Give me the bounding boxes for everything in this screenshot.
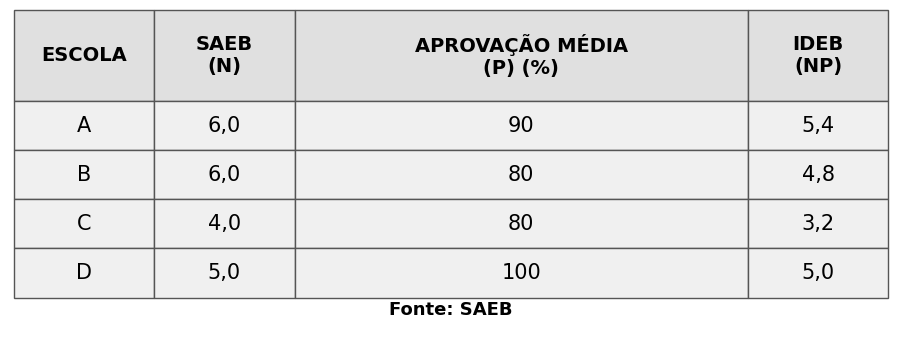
Text: 6,0: 6,0 xyxy=(207,116,241,136)
Text: B: B xyxy=(77,165,91,185)
Text: 5,0: 5,0 xyxy=(802,263,834,283)
Bar xyxy=(154,199,295,248)
Bar xyxy=(748,10,888,101)
Bar xyxy=(154,101,295,150)
Bar xyxy=(295,248,748,298)
Text: IDEB
(NP): IDEB (NP) xyxy=(793,35,844,76)
Text: SAEB
(N): SAEB (N) xyxy=(196,35,253,76)
Text: 80: 80 xyxy=(508,214,535,234)
Bar xyxy=(14,199,154,248)
Text: ESCOLA: ESCOLA xyxy=(41,46,126,65)
Bar xyxy=(14,10,154,101)
Bar xyxy=(14,150,154,199)
Bar xyxy=(14,101,154,150)
Text: 3,2: 3,2 xyxy=(802,214,834,234)
Bar xyxy=(295,150,748,199)
Text: D: D xyxy=(76,263,92,283)
Bar xyxy=(154,150,295,199)
Bar xyxy=(295,10,748,101)
Bar xyxy=(748,101,888,150)
Bar xyxy=(295,199,748,248)
Text: 4,0: 4,0 xyxy=(207,214,241,234)
Text: 90: 90 xyxy=(508,116,535,136)
Text: APROVAÇÃO MÉDIA
(P) (%): APROVAÇÃO MÉDIA (P) (%) xyxy=(415,34,628,78)
Bar xyxy=(748,150,888,199)
Bar xyxy=(154,248,295,298)
Text: Fonte: SAEB: Fonte: SAEB xyxy=(390,301,512,319)
Text: C: C xyxy=(77,214,91,234)
Text: 4,8: 4,8 xyxy=(802,165,834,185)
Text: 5,4: 5,4 xyxy=(802,116,834,136)
Text: 5,0: 5,0 xyxy=(207,263,241,283)
Bar xyxy=(14,248,154,298)
Text: 80: 80 xyxy=(508,165,535,185)
Bar xyxy=(295,101,748,150)
Text: 6,0: 6,0 xyxy=(207,165,241,185)
Text: 100: 100 xyxy=(502,263,541,283)
Bar xyxy=(748,248,888,298)
Bar xyxy=(748,199,888,248)
Text: A: A xyxy=(77,116,91,136)
Bar xyxy=(154,10,295,101)
